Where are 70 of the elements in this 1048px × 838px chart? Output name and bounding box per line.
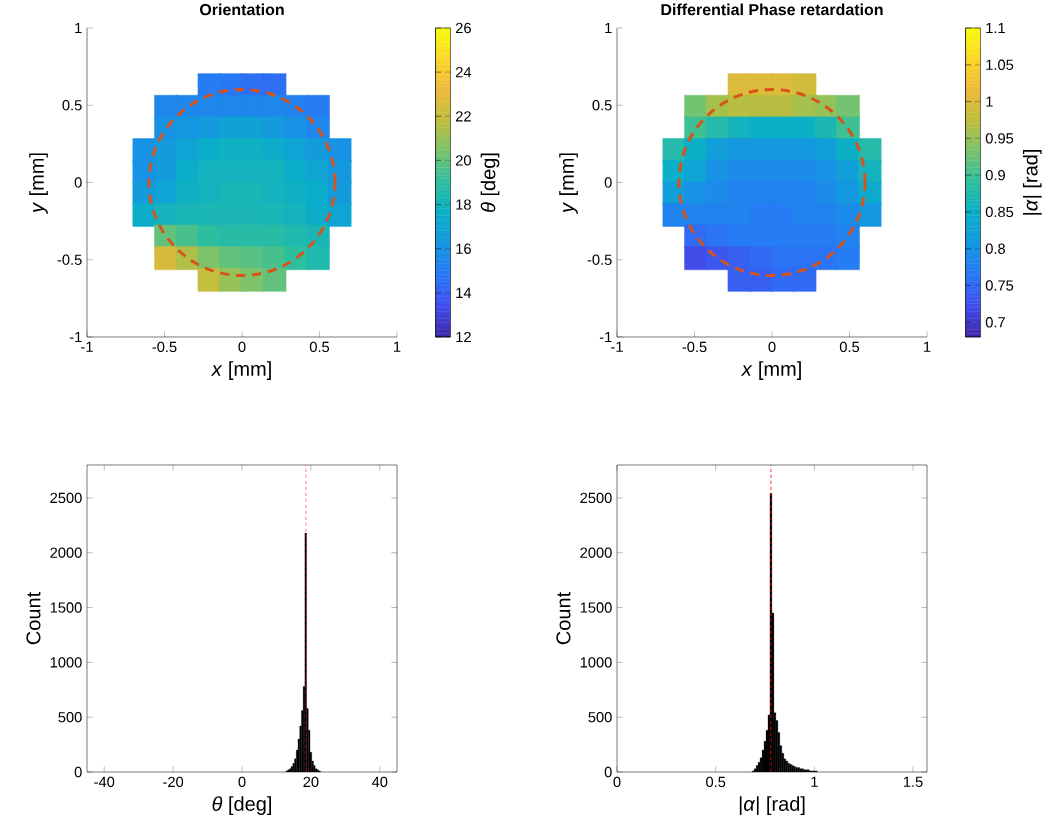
y-tick-label: 1000 bbox=[50, 657, 82, 668]
y-tick-label: 0 bbox=[604, 766, 612, 778]
chart-title: Orientation bbox=[199, 3, 284, 16]
x-tick-label: -20 bbox=[163, 776, 184, 788]
x-tick-label: 0 bbox=[613, 776, 621, 788]
x-tick-label: 0 bbox=[238, 776, 246, 788]
x-tick-label: 0.5 bbox=[706, 776, 726, 788]
x-tick-label: 1 bbox=[394, 341, 401, 352]
x-tick-label: 40 bbox=[371, 776, 388, 788]
x-axis-title: |α| [rad] bbox=[739, 796, 805, 815]
y-tick-label: -1 bbox=[69, 331, 82, 343]
color-bar-label: 14 bbox=[456, 287, 472, 298]
y-tick-label: 500 bbox=[588, 712, 612, 723]
x-tick-label: -1 bbox=[611, 341, 623, 352]
y-axis-title: Count bbox=[26, 591, 41, 645]
y-tick-label: -0.5 bbox=[57, 254, 82, 265]
y-tick-label: 0 bbox=[74, 177, 82, 188]
color-bar-label: 16 bbox=[456, 243, 471, 254]
x-tick-label: 0 bbox=[768, 341, 776, 353]
color-bar-label: 1.1 bbox=[986, 22, 1005, 34]
y-tick-label: 500 bbox=[58, 712, 82, 723]
y-axis-title: y [mm] bbox=[559, 153, 578, 215]
y-tick-label: 2500 bbox=[580, 492, 612, 504]
color-bar-label: 0.7 bbox=[985, 317, 1005, 328]
y-tick-label: 2000 bbox=[50, 547, 82, 558]
y-tick-label: 0.5 bbox=[592, 100, 612, 111]
x-tick-label: -40 bbox=[94, 776, 115, 788]
color-bar-label: 18 bbox=[456, 199, 471, 210]
color-bar-label: 26 bbox=[455, 22, 471, 34]
x-tick-label: 1.5 bbox=[903, 776, 923, 787]
x-tick-label: 1 bbox=[811, 776, 818, 787]
x-tick-label: 0.5 bbox=[839, 341, 860, 353]
x-tick-label: 1 bbox=[924, 341, 931, 352]
color-bar-title: |α| [rad] bbox=[1022, 150, 1042, 215]
x-tick-label: 0 bbox=[238, 341, 246, 353]
x-tick-label: 20 bbox=[303, 776, 319, 788]
y-axis-title: y [mm] bbox=[29, 153, 48, 215]
y-tick-label: 1000 bbox=[580, 657, 612, 668]
color-bar-label: 0.95 bbox=[985, 133, 1014, 144]
y-tick-label: 2000 bbox=[580, 547, 612, 558]
color-bar-title: θ [deg] bbox=[480, 153, 500, 212]
chart-title: Differential Phase retardation bbox=[661, 3, 883, 16]
color-bar-label: 20 bbox=[455, 155, 471, 166]
color-bar-label: 24 bbox=[455, 67, 472, 78]
color-bar-label: 0.75 bbox=[985, 280, 1014, 291]
color-bar-label: 0.8 bbox=[985, 243, 1005, 254]
y-tick-label: 0 bbox=[74, 766, 82, 778]
x-axis-title: x [mm] bbox=[740, 361, 801, 380]
color-bar-label: 22 bbox=[455, 111, 471, 122]
y-tick-label: 1500 bbox=[580, 602, 612, 613]
x-tick-label: -0.5 bbox=[682, 341, 707, 353]
x-axis-title: θ [deg] bbox=[212, 796, 271, 815]
color-bar-label: 0.9 bbox=[985, 169, 1005, 181]
color-bar-label: 0.85 bbox=[985, 206, 1014, 218]
y-tick-label: 1 bbox=[605, 22, 612, 34]
x-tick-label: -1 bbox=[81, 341, 93, 352]
x-tick-label: -0.5 bbox=[152, 341, 177, 353]
y-tick-label: 2500 bbox=[50, 492, 82, 504]
x-tick-label: 0.5 bbox=[309, 341, 330, 353]
y-tick-label: 1500 bbox=[50, 602, 82, 613]
y-tick-label: -1 bbox=[599, 331, 612, 343]
color-bar-label: 1 bbox=[986, 96, 993, 107]
y-tick-label: 0.5 bbox=[62, 100, 82, 111]
y-tick-label: -0.5 bbox=[587, 254, 612, 265]
y-tick-label: 1 bbox=[75, 22, 82, 34]
x-axis-title: x [mm] bbox=[210, 361, 271, 380]
y-axis-title: Count bbox=[556, 591, 571, 645]
y-tick-label: 0 bbox=[604, 177, 612, 188]
color-bar-label: 12 bbox=[456, 331, 471, 343]
color-bar-label: 1.05 bbox=[986, 59, 1014, 70]
